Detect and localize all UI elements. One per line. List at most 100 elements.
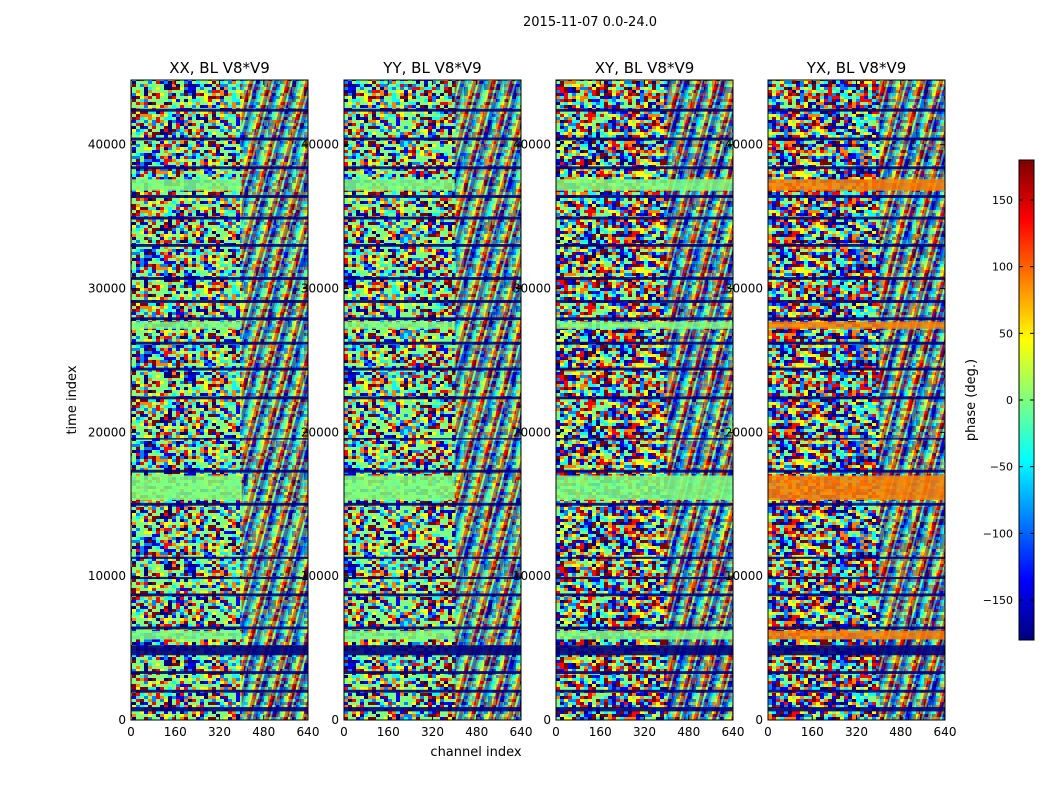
flagged-band [768, 367, 945, 371]
flagged-band [344, 341, 521, 345]
flagged-band [131, 626, 308, 630]
panel-yy: YY, BL V8*V9 0 160 320 480 640 0 10000 20000 3000… [301, 59, 533, 739]
flagged-band [768, 341, 945, 345]
x-tick-label: 0 [552, 725, 560, 739]
flagged-band [768, 243, 945, 247]
flagged-band [556, 576, 733, 580]
flagged-band [768, 300, 945, 303]
coherent-band [768, 630, 945, 640]
x-tick-label: 480 [252, 725, 275, 739]
coherent-band [131, 475, 242, 500]
panel-title: YY, BL V8*V9 [382, 59, 481, 77]
flagged-band [344, 108, 521, 112]
fringe-region [878, 80, 945, 720]
flagged-band [556, 593, 733, 597]
flagged-band [131, 438, 308, 440]
colorbar-label: phase (deg.) [964, 359, 979, 441]
flagged-band [768, 626, 945, 630]
flagged-band [768, 576, 945, 580]
y-tick-label: 20000 [513, 425, 551, 439]
x-tick-label: 640 [297, 725, 320, 739]
x-tick-label: 0 [127, 725, 135, 739]
y-tick-label: 0 [331, 713, 339, 727]
flagged-band [344, 671, 521, 674]
y-tick-label: 20000 [725, 425, 763, 439]
flagged-band [344, 137, 521, 141]
coherent-band [344, 321, 455, 329]
flagged-band [131, 576, 308, 580]
flagged-band [344, 438, 521, 440]
flagged-band [556, 317, 733, 321]
flagged-band [768, 317, 945, 321]
flagged-band [344, 300, 521, 303]
y-tick-label: 30000 [301, 282, 339, 296]
flagged-band [344, 396, 521, 400]
flagged-band [131, 216, 308, 220]
coherent-band [131, 630, 242, 640]
flagged-band [556, 438, 733, 440]
colorbar-tick-label: 150 [992, 194, 1013, 207]
y-tick-label: 20000 [301, 425, 339, 439]
flagged-band [768, 438, 945, 440]
flagged-band [768, 707, 945, 712]
flagged-band [556, 469, 733, 473]
y-tick-label: 40000 [513, 138, 551, 152]
flagged-band [344, 367, 521, 371]
panel-yx: YX, BL V8*V9 0 160 320 480 640 0 10000 20000 3000… [725, 59, 957, 739]
flagged-band [131, 166, 308, 170]
coherent-band [768, 475, 945, 500]
flagged-band [768, 396, 945, 400]
flagged-band [556, 300, 733, 303]
flagged-band [768, 671, 945, 674]
y-tick-label: 0 [118, 713, 126, 727]
coherent-band [344, 630, 455, 640]
x-tick-label: 480 [677, 725, 700, 739]
flagged-band [768, 137, 945, 141]
y-tick-label: 10000 [301, 569, 339, 583]
panel-title: XY, BL V8*V9 [595, 59, 695, 77]
flagged-band [768, 166, 945, 170]
fringe-region [666, 80, 733, 720]
x-tick-label: 0 [764, 725, 772, 739]
coherent-band [131, 321, 242, 329]
x-tick-label: 320 [633, 725, 656, 739]
flagged-band [344, 645, 521, 656]
flagged-band [344, 502, 521, 506]
flagged-band [556, 626, 733, 630]
x-tick-label: 640 [510, 725, 533, 739]
colorbar-tick-label: 0 [1006, 394, 1013, 407]
x-tick-label: 320 [421, 725, 444, 739]
flagged-band [131, 502, 308, 506]
flagged-band [131, 671, 308, 674]
flagged-band [131, 195, 308, 198]
coherent-band [556, 179, 733, 191]
flagged-band [556, 367, 733, 371]
x-tick-label: 640 [722, 725, 745, 739]
y-tick-label: 30000 [513, 282, 551, 296]
flagged-band [131, 243, 308, 247]
flagged-band [768, 689, 945, 693]
coherent-band [556, 321, 733, 329]
flagged-band [556, 137, 733, 141]
x-tick-label: 160 [377, 725, 400, 739]
coherent-band [768, 321, 945, 329]
flagged-band [768, 502, 945, 506]
flagged-band [556, 671, 733, 674]
flagged-band [344, 626, 521, 630]
flagged-band [556, 216, 733, 220]
flagged-band [131, 137, 308, 141]
y-tick-label: 40000 [725, 138, 763, 152]
flagged-band [131, 645, 308, 656]
coherent-band [556, 630, 733, 640]
coherent-band [131, 179, 242, 191]
flagged-band [344, 277, 521, 280]
flagged-band [768, 469, 945, 473]
flagged-band [344, 166, 521, 170]
y-tick-label: 30000 [88, 282, 126, 296]
colorbar-tick-label: −100 [983, 527, 1013, 540]
flagged-band [344, 317, 521, 321]
flagged-band [556, 195, 733, 198]
y-tick-label: 40000 [301, 138, 339, 152]
flagged-band [556, 689, 733, 693]
